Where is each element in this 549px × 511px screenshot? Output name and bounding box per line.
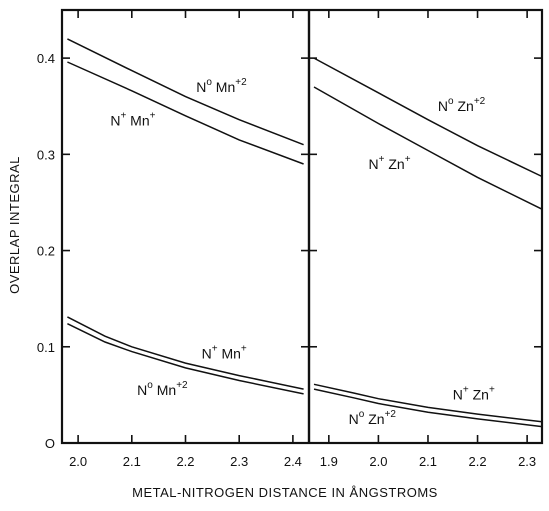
x-axis-label: METAL-NITROGEN DISTANCE IN ÅNGSTROMS: [132, 485, 438, 500]
zn-label-4: No Zn+2: [349, 409, 397, 427]
data-curves: [67, 38, 543, 428]
mn-lower-a-line: [67, 316, 304, 390]
mn-lower-b-line: [67, 323, 304, 395]
y-axis-label: OVERLAP INTEGRAL: [7, 156, 22, 294]
mn-x-tick-label: 2.4: [284, 454, 302, 469]
mn-x-tick-label: 2.0: [69, 454, 87, 469]
tick-labels: O 0.1 0.2 0.3 0.4 2.0 2.1 2.2 2.3 2.4 1.9 2.0 2.1 2.2…: [37, 51, 536, 469]
zn-label-1: No Zn+2: [438, 96, 486, 114]
zn-lower-a-line: [313, 383, 543, 423]
mn-x-tick-label: 2.3: [230, 454, 248, 469]
zn-label-2: N+ Zn+: [368, 154, 410, 172]
mn-upper-a-line: [67, 38, 304, 146]
mn-label-3: N+ Mn+: [202, 343, 247, 361]
mn-label-4: No Mn+2: [137, 380, 188, 398]
y-tick-label: 0.1: [37, 340, 55, 355]
curve-annotations: No Mn+2 N+ Mn+ N+ Mn+ No Mn+2 No Zn+2 N+ Zn+ N…: [110, 77, 495, 427]
y-tick-label: 0.3: [37, 147, 55, 162]
axis-ticks: [62, 10, 542, 443]
y-tick-label: 0.2: [37, 244, 55, 259]
zn-x-tick-label: 2.2: [469, 454, 487, 469]
zn-lower-b-line: [313, 388, 543, 428]
zn-upper-a-line: [313, 57, 543, 178]
zn-x-tick-label: 2.1: [419, 454, 437, 469]
mn-label-2: N+ Mn+: [110, 110, 155, 128]
y-tick-label: 0.4: [37, 51, 55, 66]
y-tick-label: O: [45, 436, 55, 451]
zn-x-tick-label: 1.9: [320, 454, 338, 469]
mn-upper-b-line: [67, 61, 304, 165]
zn-x-tick-label: 2.0: [369, 454, 387, 469]
zn-x-tick-label: 2.3: [518, 454, 536, 469]
zn-label-3: N+ Zn+: [453, 385, 495, 403]
mn-x-tick-label: 2.1: [123, 454, 141, 469]
mn-x-tick-label: 2.2: [176, 454, 194, 469]
chart-frame: [60, 8, 544, 445]
mn-label-1: No Mn+2: [196, 77, 247, 95]
zn-upper-b-line: [313, 86, 543, 210]
